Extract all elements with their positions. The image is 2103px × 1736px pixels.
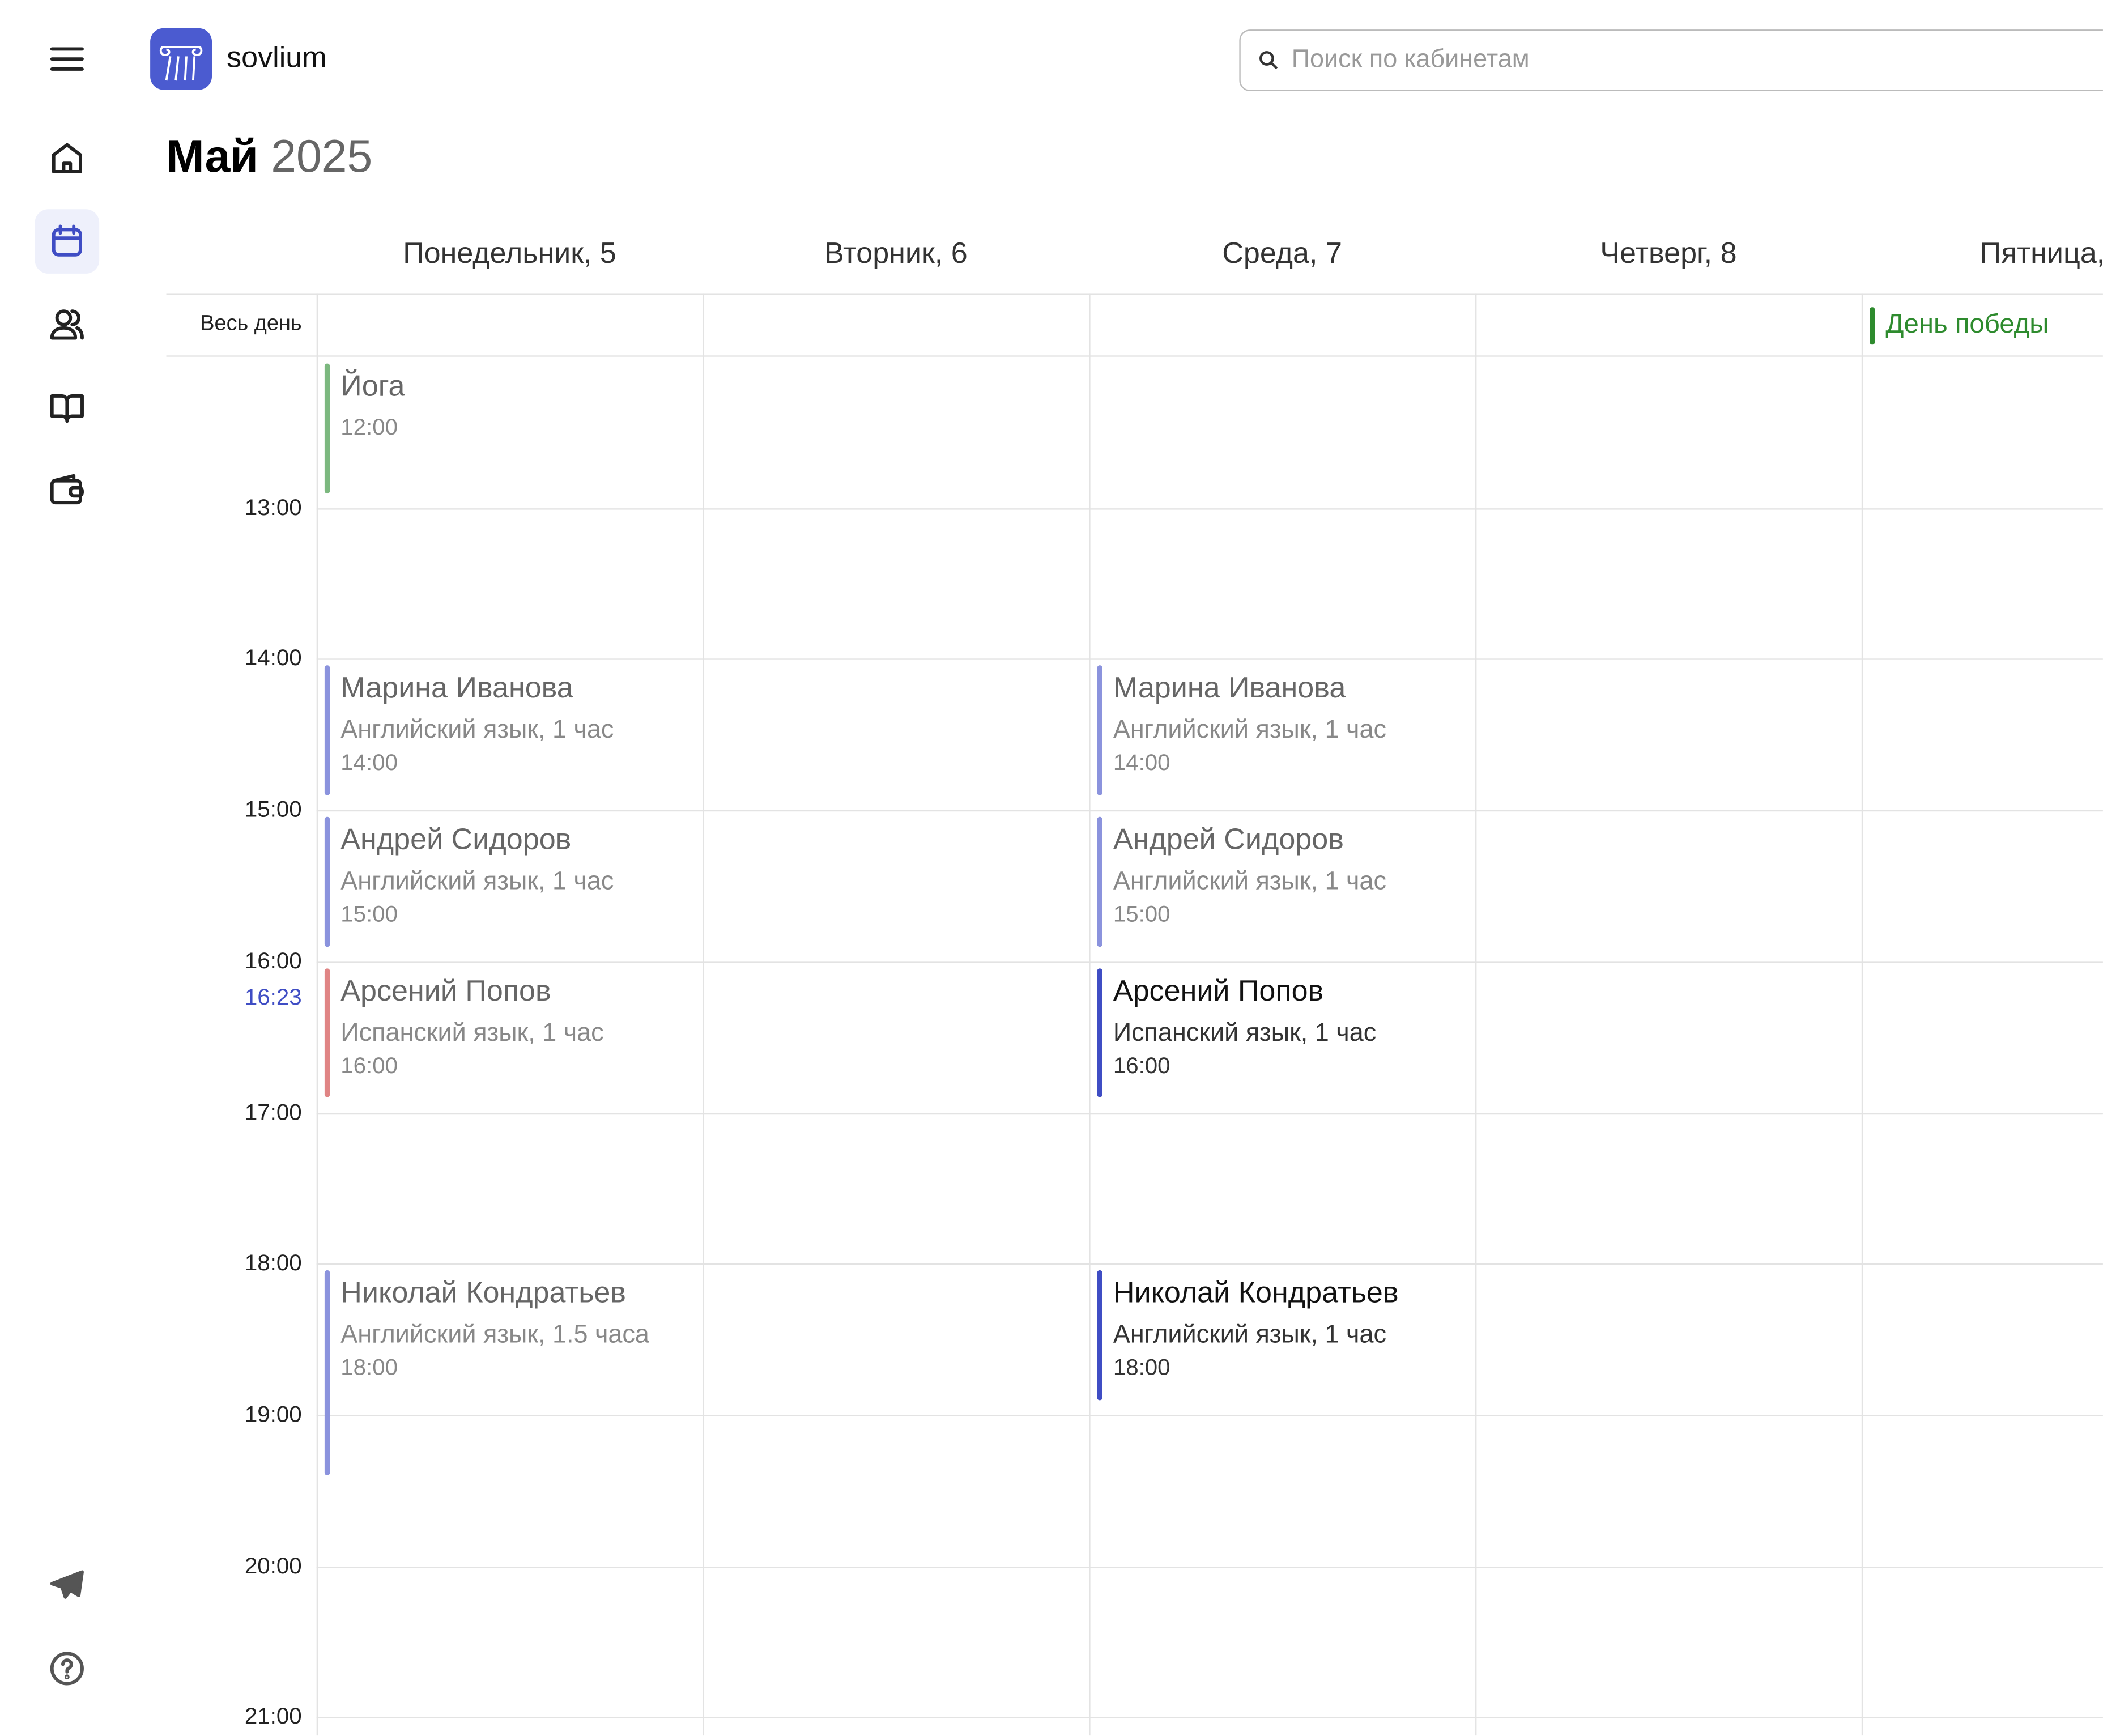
event[interactable]: Николай Кондратьев Английский язык, 1.5 ч… — [324, 1270, 695, 1476]
event-time: 12:00 — [340, 414, 398, 440]
time-label: 13:00 — [244, 494, 302, 520]
event-bar — [1097, 968, 1102, 1098]
logo-text: sovlium — [227, 40, 327, 74]
month: Май — [166, 131, 258, 182]
hour-line — [316, 810, 2103, 812]
event-title: Йога — [340, 369, 405, 403]
search-placeholder: Поиск по кабинетам — [1291, 45, 1530, 74]
event-subtitle: Английский язык, 1.5 часа — [340, 1321, 649, 1350]
event-bar — [324, 1270, 330, 1476]
column-line — [1861, 293, 1863, 1736]
event[interactable]: Николай Кондратьев Английский язык, 1 час… — [1097, 1270, 1467, 1401]
nav-book[interactable] — [35, 376, 100, 440]
nav-telegram[interactable] — [35, 1553, 100, 1618]
hour-line — [316, 1263, 2103, 1265]
time-label: 18:00 — [244, 1250, 302, 1276]
hour-line — [316, 1415, 2103, 1416]
event-time: 16:00 — [1113, 1052, 1170, 1078]
allday-bar[interactable] — [1870, 307, 1875, 345]
nav-home[interactable] — [35, 126, 100, 191]
menu-button[interactable] — [35, 27, 100, 91]
allday-label: Весь день — [200, 312, 302, 335]
day-header: Четверг, 8 — [1600, 236, 1737, 270]
event-time: 18:00 — [340, 1355, 398, 1381]
hour-line — [316, 508, 2103, 509]
nav-users[interactable] — [35, 292, 100, 357]
time-label: 21:00 — [244, 1704, 302, 1730]
event-time: 18:00 — [1113, 1355, 1170, 1381]
event[interactable]: Йога 12:00 — [324, 363, 695, 493]
event-bar — [1097, 666, 1102, 795]
event-time: 14:00 — [1113, 750, 1170, 776]
day-header: Пятница, 9 — [1979, 236, 2103, 270]
day-header: Понедельник, 5 — [403, 236, 616, 270]
event-subtitle: Английский язык, 1 час — [1113, 717, 1386, 745]
event-title: Андрей Сидоров — [1113, 822, 1344, 856]
hour-line — [316, 1566, 2103, 1568]
hour-line — [316, 1717, 2103, 1719]
hour-line — [316, 961, 2103, 963]
column-line — [1089, 293, 1091, 1736]
event[interactable]: Марина Иванова Английский язык, 1 час 14:0… — [1097, 666, 1467, 795]
column-line — [703, 293, 704, 1736]
event-time: 15:00 — [1113, 901, 1170, 927]
page-title: Май 2025 — [167, 131, 373, 184]
event-bar — [324, 363, 330, 493]
event-bar — [324, 968, 330, 1098]
event[interactable]: Андрей Сидоров Английский язык, 1 час 15:0… — [324, 816, 695, 947]
event-bar — [324, 666, 330, 795]
event-bar — [1097, 816, 1102, 947]
time-label: 19:00 — [244, 1401, 302, 1427]
column-line — [316, 293, 318, 1736]
event[interactable]: Андрей Сидоров Английский язык, 1 час 15:0… — [1097, 816, 1467, 947]
nav-calendar[interactable] — [35, 209, 100, 274]
event-title: Арсений Попов — [1113, 973, 1324, 1007]
hour-line — [316, 1112, 2103, 1114]
day-header: Среда, 7 — [1222, 236, 1342, 270]
event-time: 15:00 — [340, 901, 398, 927]
current-time: 16:23 — [244, 984, 302, 1010]
column-line — [1475, 293, 1477, 1736]
event-title: Марина Иванова — [1113, 671, 1346, 705]
event-title: Андрей Сидоров — [340, 822, 572, 856]
time-label: 14:00 — [244, 645, 302, 671]
allday-event[interactable]: День победы — [1885, 309, 2049, 339]
event-subtitle: Английский язык, 1 час — [1113, 867, 1386, 896]
time-label: 15:00 — [244, 797, 302, 823]
event[interactable]: Марина Иванова Английский язык, 1 час 14:0… — [324, 666, 695, 795]
event-subtitle: Английский язык, 1 час — [1113, 1321, 1386, 1350]
day-header: Вторник, 6 — [824, 236, 968, 270]
event-subtitle: Испанский язык, 1 час — [1113, 1019, 1377, 1048]
event-time: 16:00 — [340, 1052, 398, 1078]
event[interactable]: Арсений Попов Испанский язык, 1 час 16:00 — [1097, 968, 1467, 1098]
event-bar — [1097, 1270, 1102, 1401]
event-title: Марина Иванова — [340, 671, 573, 705]
allday-line — [166, 355, 2103, 357]
time-label: 20:00 — [244, 1552, 302, 1578]
logo-icon — [150, 28, 212, 90]
nav-wallet[interactable] — [35, 459, 100, 524]
event-bar — [324, 816, 330, 947]
event-subtitle: Испанский язык, 1 час — [340, 1019, 604, 1048]
event[interactable]: Арсений Попов Испанский язык, 1 час 16:00 — [324, 968, 695, 1098]
nav-help[interactable] — [35, 1636, 100, 1701]
search-input[interactable]: Поиск по кабинетам — [1239, 29, 2103, 91]
time-label: 16:00 — [244, 948, 302, 974]
hour-line — [316, 659, 2103, 661]
header-line — [166, 293, 2103, 295]
event-subtitle: Английский язык, 1 час — [340, 867, 614, 896]
year: 2025 — [271, 131, 373, 182]
event-title: Николай Кондратьев — [340, 1275, 626, 1309]
event-time: 14:00 — [340, 750, 398, 776]
event-title: Арсений Попов — [340, 973, 551, 1007]
time-label: 17:00 — [244, 1099, 302, 1125]
event-title: Николай Кондратьев — [1113, 1275, 1399, 1309]
event-subtitle: Английский язык, 1 час — [340, 717, 614, 745]
